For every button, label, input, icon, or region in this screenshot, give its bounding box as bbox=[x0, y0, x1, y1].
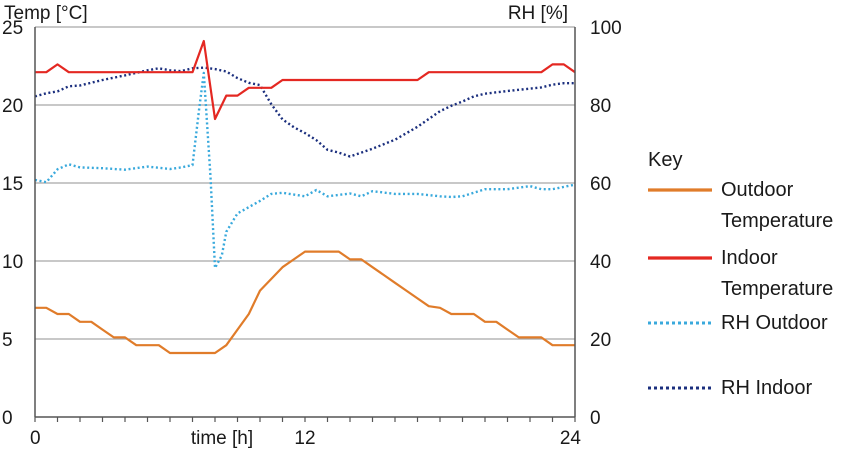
x-axis-title: time [h] bbox=[191, 428, 253, 449]
y-right-axis-title: RH [%] bbox=[508, 3, 568, 24]
tick-labels: 0 5 10 15 20 25 0 20 40 60 80 100 0 12 24 bbox=[2, 18, 622, 449]
y-left-axis-title: Temp [°C] bbox=[4, 3, 88, 24]
legend-label-indoor-temperature-line-2: Temperature bbox=[721, 278, 833, 300]
series-line-outdoor-temperature bbox=[35, 250, 575, 355]
y-right-tick-label-40: 40 bbox=[590, 252, 611, 273]
series-line-rh-indoor bbox=[34, 66, 575, 158]
legend-label-indoor-temperature-line-1: Indoor bbox=[721, 247, 778, 269]
axes bbox=[34, 27, 576, 422]
y-right-tick-label-100: 100 bbox=[590, 18, 622, 39]
y-left-tick-label-20: 20 bbox=[2, 96, 23, 117]
x-tick-label-0: 0 bbox=[30, 428, 41, 449]
y-left-tick-label-5: 5 bbox=[2, 330, 13, 351]
legend-label-outdoor-temperature-line-1: Outdoor bbox=[721, 179, 794, 201]
series-layer bbox=[34, 39, 576, 355]
gridlines bbox=[35, 26, 575, 340]
y-right-tick-label-80: 80 bbox=[590, 96, 611, 117]
legend-label-outdoor-temperature-line-2: Temperature bbox=[721, 210, 833, 232]
legend-title: Key bbox=[648, 149, 682, 171]
x-tick-label-24: 24 bbox=[560, 428, 582, 449]
x-tick-label-12: 12 bbox=[294, 428, 315, 449]
y-right-tick-label-20: 20 bbox=[590, 330, 611, 351]
y-left-tick-label-25: 25 bbox=[2, 18, 23, 39]
legend: Key Outdoor Temperature Indoor Temperature R… bbox=[648, 149, 833, 399]
series-line-indoor-temperature bbox=[35, 39, 576, 121]
series-line-rh-outdoor bbox=[34, 71, 576, 270]
legend-label-rh-outdoor: RH Outdoor bbox=[721, 312, 828, 334]
y-left-tick-label-10: 10 bbox=[2, 252, 23, 273]
y-right-tick-label-60: 60 bbox=[590, 174, 611, 195]
legend-label-rh-indoor: RH Indoor bbox=[721, 377, 812, 399]
y-left-tick-label-15: 15 bbox=[2, 174, 23, 195]
y-right-tick-label-0: 0 bbox=[590, 408, 601, 429]
y-left-tick-label-0: 0 bbox=[2, 408, 13, 429]
